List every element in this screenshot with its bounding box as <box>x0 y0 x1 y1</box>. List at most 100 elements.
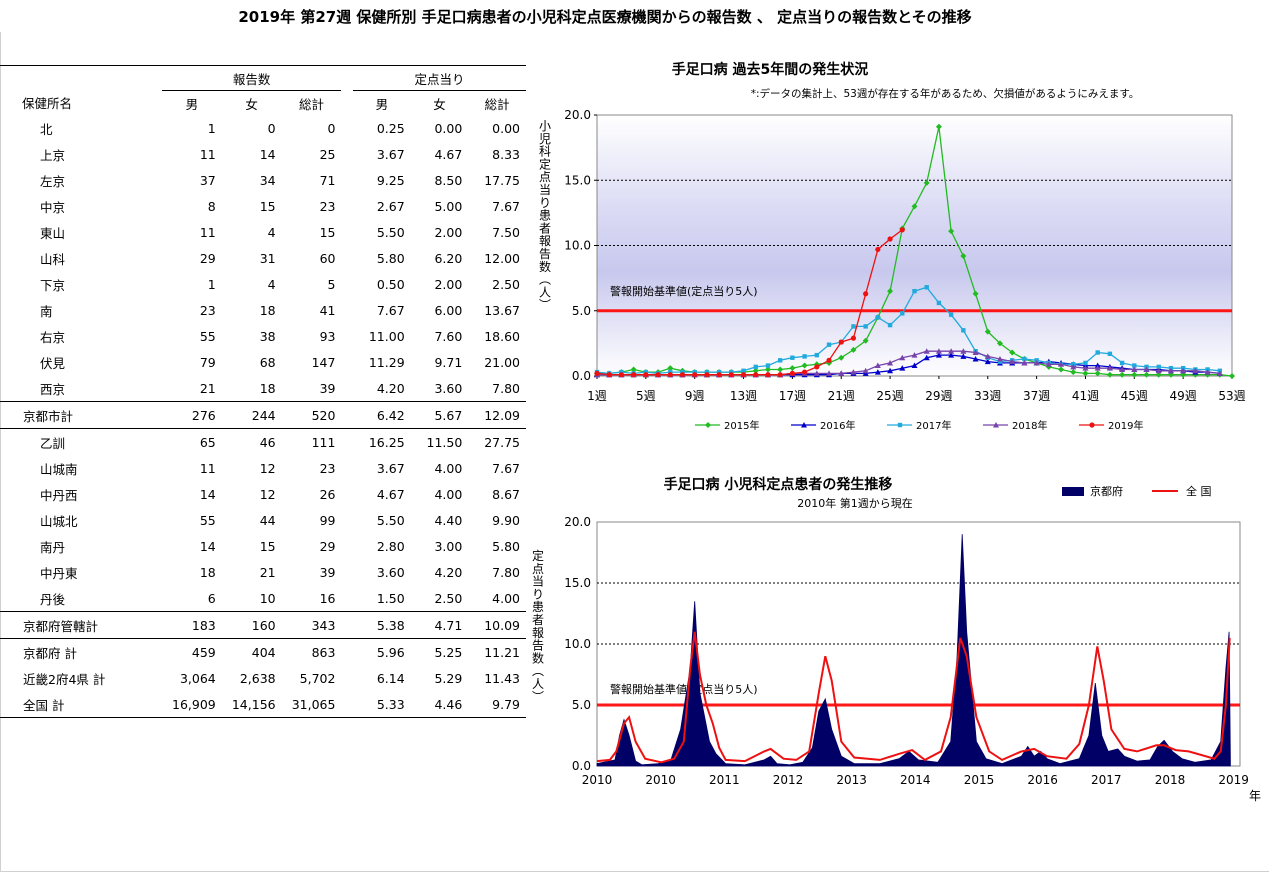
chart1-x-tick-label: 13週 <box>730 389 757 403</box>
chart2-x-tick-label: 2010 <box>582 773 613 787</box>
male-count: 183 <box>161 611 222 639</box>
total-rate: 4.00 <box>468 585 526 612</box>
chart1-point <box>887 288 894 295</box>
female-count: 68 <box>259 354 276 370</box>
total-rate: 11.43 <box>484 670 520 686</box>
chart1-point <box>984 358 991 365</box>
chart1-point <box>1070 369 1077 376</box>
column-header-rate-female: 女 <box>433 96 446 112</box>
chart1-point <box>1045 361 1052 367</box>
office-name: 西京 <box>0 375 162 402</box>
chart2-x-axis-label: 年 <box>1249 789 1261 803</box>
chart1-point <box>765 372 771 378</box>
male-rate: 7.67 <box>376 302 405 318</box>
total-rate: 9.79 <box>468 691 526 718</box>
chart1-point <box>777 366 784 373</box>
total-count: 5,702 <box>299 670 336 686</box>
chart1-point <box>875 246 881 253</box>
office-name: 中丹西 <box>40 487 78 503</box>
total-count: 23 <box>319 460 336 476</box>
total-count: 0 <box>327 120 336 136</box>
chart1-y-tick-label: 10.0 <box>564 239 591 253</box>
office-name: 山城南 <box>40 461 78 477</box>
male-rate: 0.25 <box>376 120 405 136</box>
male-count: 16,909 <box>161 691 222 718</box>
chart1-point <box>618 372 625 378</box>
female-rate: 4.00 <box>434 486 463 502</box>
svg-text:人: 人 <box>539 285 551 299</box>
chart1-point <box>789 365 796 372</box>
female-rate: 5.67 <box>410 401 469 429</box>
chart1-point <box>984 353 991 359</box>
table-row: 上京 11 14 25 3.67 4.67 8.33 <box>0 141 526 167</box>
chart1-point <box>1131 371 1138 378</box>
chart1-title: 手足口病 過去5年間の発生状況 <box>672 61 869 78</box>
office-name: 山科 <box>40 251 66 267</box>
male-rate: 2.67 <box>376 198 405 214</box>
chart1-legend-marker <box>993 422 999 428</box>
svg-text:り: り <box>532 587 544 601</box>
chart1-point <box>972 356 979 362</box>
chart1-point <box>667 372 673 378</box>
chart1-point <box>1132 363 1137 368</box>
total-count: 16 <box>281 585 342 612</box>
total-rate: 7.80 <box>468 375 526 402</box>
chart1-x-tick-label: 37週 <box>1023 389 1050 403</box>
chart1-point <box>960 348 967 354</box>
chart1-point <box>1167 367 1174 374</box>
chart1-point <box>850 346 857 353</box>
chart1-point <box>801 362 808 369</box>
office-name: 中京 <box>40 199 66 215</box>
male-count: 18 <box>199 564 216 580</box>
svg-text:︵: ︵ <box>539 273 551 287</box>
office-name: 全国 計 <box>0 691 162 718</box>
svg-text:︵: ︵ <box>532 664 544 678</box>
female-rate: 5.29 <box>434 670 463 686</box>
table-row: 南 23 18 41 7.67 6.00 13.67 <box>0 297 526 323</box>
female-rate: 3.60 <box>410 375 469 402</box>
chart1-point <box>1155 367 1162 374</box>
male-rate: 5.33 <box>353 691 411 718</box>
chart1-point <box>777 372 783 378</box>
chart1-point <box>924 285 929 290</box>
total-count: 147 <box>311 354 336 370</box>
female-rate: 0.00 <box>434 120 463 136</box>
chart1-point <box>740 372 747 378</box>
table-row: 南丹 14 15 29 2.80 3.00 5.80 <box>0 533 526 559</box>
total-rate: 11.21 <box>484 644 520 660</box>
chart1-legend-label: 2016年 <box>820 419 855 432</box>
female-rate: 4.00 <box>434 460 463 476</box>
chart2-legend-label-national: 全 国 <box>1186 484 1212 498</box>
male-rate: 0.50 <box>376 276 405 292</box>
female-count: 14 <box>259 146 276 162</box>
total-count: 15 <box>319 224 336 240</box>
table-row: 右京 55 38 93 11.00 7.60 18.60 <box>0 323 526 349</box>
chart1-point <box>887 236 893 242</box>
chart1-point <box>826 370 833 376</box>
total-count: 25 <box>319 146 336 162</box>
svg-text:者: 者 <box>532 613 544 627</box>
svg-text:告: 告 <box>532 639 544 653</box>
chart1-point <box>1070 363 1077 370</box>
male-count: 1 <box>207 276 216 292</box>
office-name: 伏見 <box>40 355 66 371</box>
svg-text:り: り <box>539 196 551 210</box>
female-count: 2,638 <box>239 670 276 686</box>
total-count: 99 <box>319 512 336 528</box>
male-rate: 4.20 <box>353 375 411 402</box>
svg-text:点: 点 <box>532 562 544 576</box>
table-row: 山城南 11 12 23 3.67 4.00 7.67 <box>0 455 526 481</box>
male-rate: 1.50 <box>353 585 411 612</box>
chart1-point <box>1156 364 1161 370</box>
chart1-x-tick-label: 5週 <box>636 389 656 403</box>
total-rate: 8.67 <box>492 486 520 502</box>
chart1-point <box>972 349 979 356</box>
chart1-x-tick-label: 17週 <box>779 389 806 403</box>
group-header-per-sentinel: 定点当り <box>353 65 526 91</box>
total-rate: 18.60 <box>484 328 520 344</box>
total-count: 41 <box>319 302 336 318</box>
male-count: 14 <box>199 486 216 502</box>
svg-text:数: 数 <box>539 259 551 274</box>
report-table: 報告数 定点当り 保健所名 男 女 総計 男 女 総計 北 1 0 0 0.25 0.00… <box>0 65 526 718</box>
chart1-note: *:データの集計上、53週が存在する年があるため、欠損値があるようにみえます。 <box>751 87 1140 100</box>
